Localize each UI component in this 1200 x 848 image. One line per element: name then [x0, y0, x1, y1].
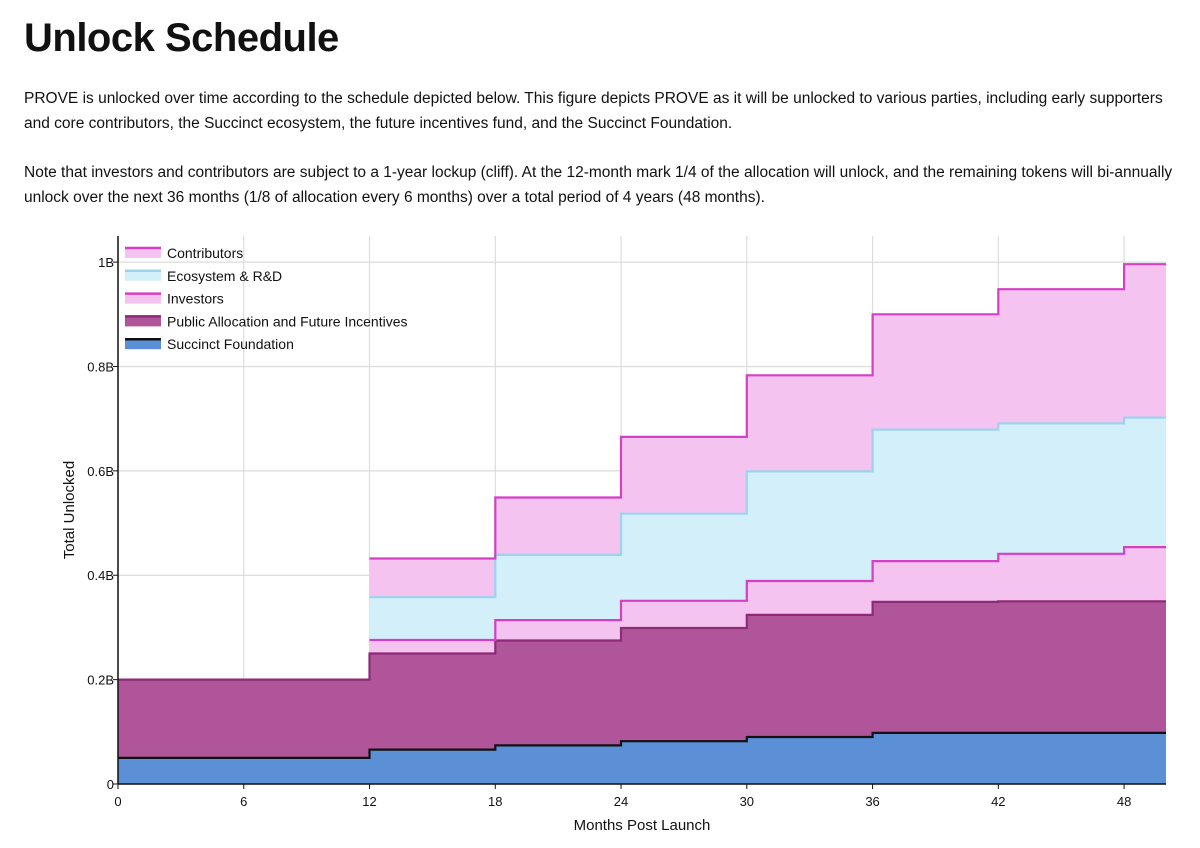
legend-item-contributors: Contributors: [125, 245, 243, 261]
x-tick-label: 0: [114, 794, 121, 809]
x-tick-label: 30: [740, 794, 754, 809]
legend-swatch: [125, 248, 161, 258]
page-title: Unlock Schedule: [24, 16, 339, 60]
y-tick-label: 0: [107, 777, 114, 792]
legend-label: Public Allocation and Future Incentives: [167, 313, 407, 329]
line-contributors: [369, 263, 1166, 560]
unlock-schedule-chart: 0 6 12 18 24 30 36 42 48 0 0.2B 0.4B 0.6B 0.8B 1B Cont…: [61, 236, 1166, 834]
legend-item-investors: Investors: [125, 291, 224, 307]
legend-label: Succinct Foundation: [167, 336, 294, 352]
x-tick-label: 24: [614, 794, 628, 809]
legend-swatch: [125, 339, 161, 350]
x-tick-label: 12: [362, 794, 376, 809]
axis-layer: 0 6 12 18 24 30 36 42 48 0 0.2B 0.4B 0.6B 0.8B 1B: [87, 236, 1166, 809]
line-ecosystem-and-randd: [369, 416, 1166, 599]
legend-label: Investors: [167, 291, 224, 307]
line-investors: [369, 546, 1166, 642]
legend-item-succinct-foundation: Succinct Foundation: [125, 336, 294, 352]
lockup-note-paragraph: Note that investors and contributors are…: [24, 164, 1173, 206]
x-tick-label: 48: [1117, 794, 1131, 809]
legend-swatch: [125, 270, 161, 281]
line-public-allocation-and-future-incentives: [118, 600, 1166, 681]
legend-swatch: [125, 316, 161, 327]
y-tick-label: 0.6B: [87, 464, 114, 479]
area-public-allocation-and-future-incentives: [118, 601, 1166, 758]
x-axis-title: Months Post Launch: [574, 817, 711, 834]
legend-item-public-allocation-and-future-incentives: Public Allocation and Future Incentives: [125, 313, 407, 329]
area-layer: [118, 263, 1166, 784]
legend-swatch: [125, 293, 161, 304]
chart-legend: Contributors Ecosystem & R&D Investors Publ…: [125, 245, 407, 352]
line-succinct-foundation: [118, 731, 1166, 760]
area-ecosystem-and-randd: [118, 417, 1166, 680]
y-tick-label: 0.2B: [87, 673, 114, 688]
y-tick-label: 0.8B: [87, 359, 114, 374]
area-contributors: [118, 264, 1166, 680]
area-succinct-foundation: [118, 732, 1166, 784]
x-tick-label: 42: [991, 794, 1005, 809]
area-investors: [118, 547, 1166, 680]
y-axis-title: Total Unlocked: [61, 461, 78, 559]
y-tick-label: 1B: [98, 255, 114, 270]
legend-label: Ecosystem & R&D: [167, 268, 282, 284]
y-tick-label: 0.4B: [87, 568, 114, 583]
legend-label: Contributors: [167, 245, 243, 261]
intro-paragraph: PROVE is unlocked over time according to…: [24, 90, 1163, 132]
legend-item-ecosystem-and-randd: Ecosystem & R&D: [125, 268, 282, 284]
x-tick-label: 6: [240, 794, 247, 809]
x-tick-label: 36: [865, 794, 879, 809]
x-tick-label: 18: [488, 794, 502, 809]
